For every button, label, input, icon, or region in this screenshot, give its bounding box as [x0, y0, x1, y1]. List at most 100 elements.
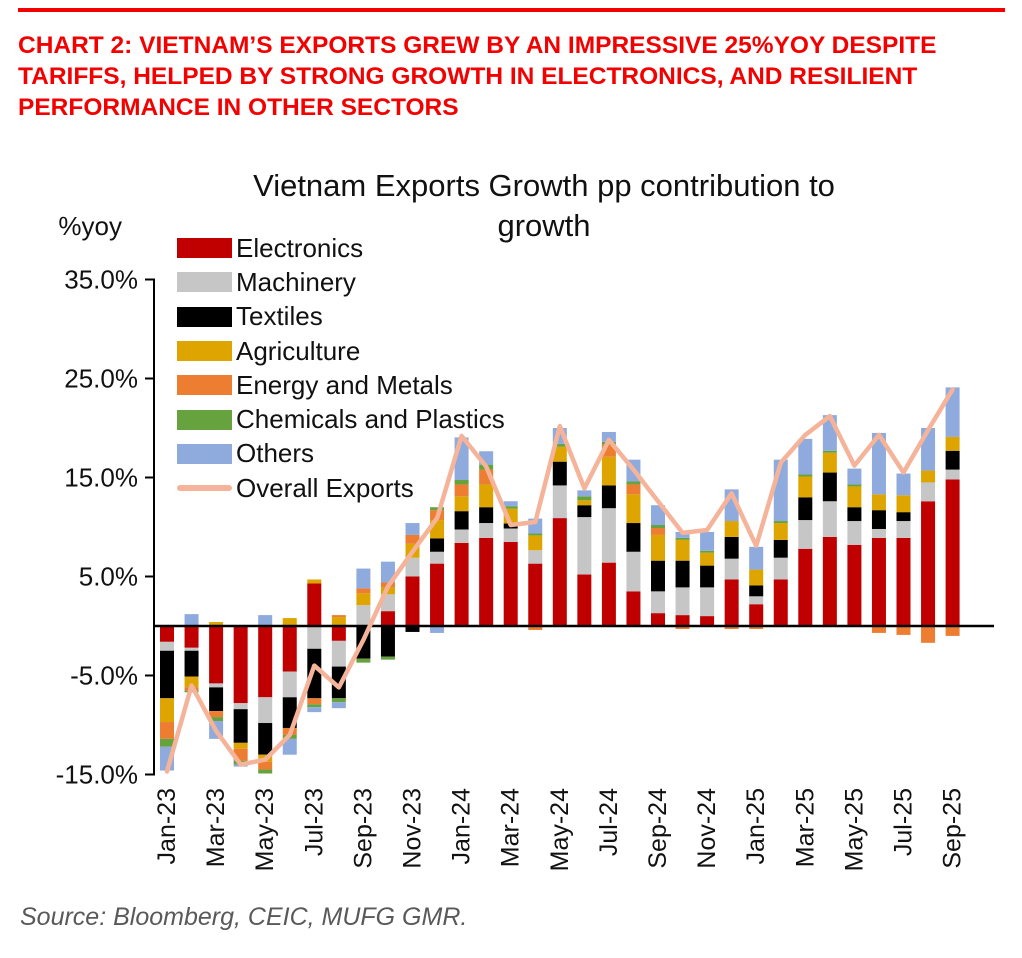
source-note: Source: Bloomberg, CEIC, MUFG GMR.	[20, 903, 468, 931]
bar-segment-textiles-dec-23	[430, 538, 445, 552]
bar-segment-others-aug-23	[331, 702, 346, 709]
bar-segment-textiles-jul-24	[601, 485, 616, 509]
legend-label: Agriculture	[236, 335, 361, 366]
bar-segment-machinery-aug-24	[626, 551, 641, 592]
legend-swatch-agriculture	[177, 341, 232, 362]
bar-segment-energy-and-metals-may-23	[258, 761, 273, 770]
bar-segment-machinery-jul-24	[601, 508, 616, 563]
y-tick-label: -5.0%	[70, 661, 138, 691]
bar-segment-agriculture-aug-25	[921, 470, 936, 483]
bar-segment-chemicals-and-plastics-oct-23	[380, 656, 395, 660]
y-axis-unit-label: %yoy	[58, 211, 122, 241]
bar-segment-agriculture-jan-25	[749, 569, 764, 586]
legend-swatch-overall-exports-line	[177, 485, 232, 492]
bar-segment-others-jun-23	[282, 738, 297, 755]
bar-segment-agriculture-sep-24	[651, 534, 665, 561]
bar-segment-chemicals-and-plastics-mar-23	[209, 717, 224, 722]
overall-exports-line	[164, 387, 955, 774]
bar-segment-chemicals-and-plastics-apr-25	[822, 450, 837, 453]
bar-segment-electronics-mar-25	[798, 548, 813, 626]
bar-segment-electronics-aug-25	[921, 501, 936, 626]
bar-segment-agriculture-mar-23	[209, 622, 224, 626]
bar-segment-others-sep-25	[945, 387, 960, 437]
x-tick-label-sep-25: Sep-25	[939, 788, 967, 869]
bar-segment-energy-and-metals-apr-23	[233, 748, 248, 761]
legend-label: Others	[236, 438, 315, 469]
headline-line-3: PERFORMANCE IN OTHER SECTORS	[18, 94, 459, 121]
bar-segment-machinery-jun-24	[577, 517, 592, 575]
bar-segment-machinery-jan-25	[749, 596, 764, 605]
bar-segment-agriculture-nov-24	[700, 552, 715, 566]
bar-segment-textiles-sep-25	[945, 450, 960, 470]
bar-segment-machinery-mar-24	[503, 528, 518, 542]
bar-segment-agriculture-dec-24	[724, 521, 739, 537]
bar-segment-others-sep-24	[651, 505, 665, 526]
bar-segment-textiles-jan-25	[749, 585, 764, 597]
bar-segment-electronics-feb-24	[479, 537, 494, 626]
bar-segment-agriculture-apr-23	[233, 742, 248, 749]
legend-item-overall-exports: Overall Exports	[177, 471, 505, 505]
legend-item-agriculture: Agriculture	[177, 334, 505, 368]
bar-segment-machinery-nov-24	[700, 587, 715, 617]
bar-segment-agriculture-jun-24	[577, 500, 592, 506]
bar-segment-machinery-mar-23	[209, 683, 224, 688]
bar-segment-others-jan-25	[749, 546, 764, 570]
bar-segment-agriculture-apr-24	[528, 535, 543, 551]
bar-segment-machinery-jan-24	[454, 529, 469, 543]
legend-item-chemicals-and-plastics: Chemicals and Plastics	[177, 402, 505, 436]
overall-exports-line-layer	[164, 387, 955, 774]
bar-segment-machinery-nov-23	[405, 557, 420, 577]
bar-segment-agriculture-jul-24	[601, 456, 616, 486]
bar-segment-machinery-feb-24	[479, 523, 494, 538]
bar-segment-chemicals-and-plastics-jun-24	[577, 496, 592, 501]
bar-segment-textiles-nov-23	[405, 626, 420, 632]
bar-segment-energy-and-metals-jul-23	[307, 698, 322, 705]
bar-segment-electronics-mar-24	[503, 541, 518, 626]
bar-segment-agriculture-oct-24	[675, 539, 690, 561]
x-tick-label-may-24: May-24	[546, 788, 574, 871]
header-rule	[18, 8, 1005, 12]
bar-segment-agriculture-jan-23	[160, 698, 174, 723]
legend-swatch-others	[177, 443, 232, 464]
bar-segment-textiles-mar-23	[209, 687, 224, 712]
bar-segment-chemicals-and-plastics-mar-24	[503, 506, 518, 509]
bar-segment-machinery-dec-24	[724, 558, 739, 580]
bar-segment-electronics-aug-23	[331, 626, 346, 641]
bar-segment-electronics-sep-24	[651, 613, 665, 626]
bar-segment-textiles-may-24	[552, 461, 567, 486]
legend-item-energy-and-metals: Energy and Metals	[177, 368, 505, 402]
bar-segment-agriculture-jul-25	[896, 495, 911, 513]
bar-segment-agriculture-jun-25	[871, 494, 886, 511]
bar-segment-others-sep-23	[356, 568, 371, 589]
bar-segment-chemicals-and-plastics-apr-24	[528, 533, 543, 536]
bar-segment-others-may-25	[847, 468, 862, 485]
bar-segment-textiles-jun-24	[577, 505, 592, 518]
bar-segment-energy-and-metals-jan-24	[454, 484, 469, 497]
bar-segment-chemicals-and-plastics-jan-24	[454, 479, 469, 485]
bar-segment-chemicals-and-plastics-jul-23	[307, 704, 322, 708]
bar-segment-chemicals-and-plastics-aug-23	[331, 698, 346, 703]
bar-segment-textiles-oct-23	[380, 626, 395, 657]
x-tick-label-jul-23: Jul-23	[300, 788, 328, 856]
bar-segment-agriculture-apr-25	[822, 452, 837, 473]
bar-segment-electronics-feb-25	[773, 579, 788, 626]
bar-segment-textiles-feb-24	[479, 507, 494, 524]
bar-segment-energy-and-metals-jun-25	[871, 626, 886, 633]
bar-segment-textiles-sep-24	[651, 560, 665, 592]
bar-segment-electronics-apr-23	[233, 626, 248, 704]
legend-swatch-electronics	[177, 238, 232, 259]
bar-segment-energy-and-metals-jan-25	[749, 626, 764, 629]
bar-segment-electronics-apr-24	[528, 563, 543, 626]
bar-segment-electronics-feb-23	[184, 626, 199, 648]
x-tick-label-may-25: May-25	[840, 788, 868, 871]
bar-segment-machinery-apr-23	[233, 703, 248, 710]
bar-segment-chemicals-and-plastics-oct-24	[675, 537, 690, 540]
bar-segment-machinery-jul-25	[896, 521, 911, 538]
bar-segment-chemicals-and-plastics-may-23	[258, 769, 273, 774]
bar-segment-agriculture-jan-24	[454, 496, 469, 512]
bar-segment-machinery-may-23	[258, 697, 273, 724]
bar-segment-machinery-may-24	[552, 485, 567, 519]
bar-segment-textiles-jul-25	[896, 512, 911, 522]
bar-segment-textiles-jul-23	[307, 648, 322, 699]
